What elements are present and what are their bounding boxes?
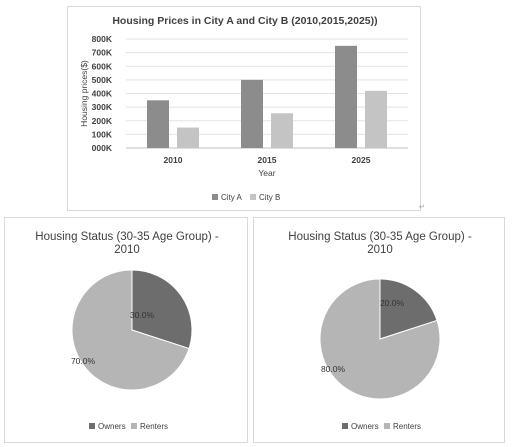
x-tick-label: 2010 [164,155,183,165]
pie-chart-panel-left: Housing Status (30-35 Age Group) -2010 30… [4,217,248,443]
bar-chart-panel: Housing Prices in City A and City B (201… [67,6,421,211]
y-tick-label: 100K [92,129,113,139]
bar-city-a-2010 [147,100,169,148]
legend-swatch [212,194,218,200]
data-label: 70.0% [71,356,96,366]
bar-city-b-2025 [365,90,387,148]
y-tick-label: 300K [92,102,113,112]
legend-label: Owners [351,422,379,431]
legend-swatch [250,194,256,200]
bar-city-b-2015 [271,113,293,148]
data-label: 20.0% [380,298,405,308]
x-axis-label: Year [258,168,275,178]
legend-swatch [384,423,390,429]
chart-title: Housing Status (30-35 Age Group) -2010 [35,231,219,256]
chart-title: Housing Status (30-35 Age Group) -2010 [288,231,472,256]
bar-city-a-2025 [335,45,357,148]
bar-city-b-2010 [177,127,199,148]
legend-label: Owners [98,422,126,431]
chart-title: Housing Prices in City A and City B (201… [112,15,377,27]
pie-chart-panel-right: Housing Status (30-35 Age Group) -2010 20… [253,217,505,443]
y-axis-label: Housing prices($) [79,60,89,127]
legend-swatch [131,423,137,429]
legend-swatch [89,423,95,429]
pie-slice-renters [319,278,441,400]
pie-slice-owners [379,278,438,340]
y-tick-label: 400K [92,89,113,99]
legend-label: Renters [393,422,421,431]
pie-slice-owners [131,269,193,350]
x-tick-label: 2015 [258,155,277,165]
pie-slice-renters [71,269,190,391]
y-tick-label: 800K [92,34,113,44]
y-tick-label: 200K [92,116,113,126]
y-tick-label: 000K [92,143,113,153]
paragraph-mark-icon: ↵ [419,204,425,211]
bar-chart: Housing Prices in City A and City B (201… [79,15,408,202]
bar-city-a-2015 [241,79,263,148]
legend-swatch [342,423,348,429]
y-tick-label: 500K [92,75,113,85]
data-label: 30.0% [130,310,155,320]
x-tick-label: 2025 [352,155,371,165]
legend-label: City B [259,193,280,202]
legend-label: City A [221,193,243,202]
y-tick-label: 700K [92,48,113,58]
legend-label: Renters [140,422,168,431]
pie-chart-owners-20: Housing Status (30-35 Age Group) -2010 20… [288,231,472,431]
data-label: 80.0% [321,364,346,374]
pie-chart-owners-30: Housing Status (30-35 Age Group) -2010 30… [35,231,219,431]
y-tick-label: 600K [92,61,113,71]
